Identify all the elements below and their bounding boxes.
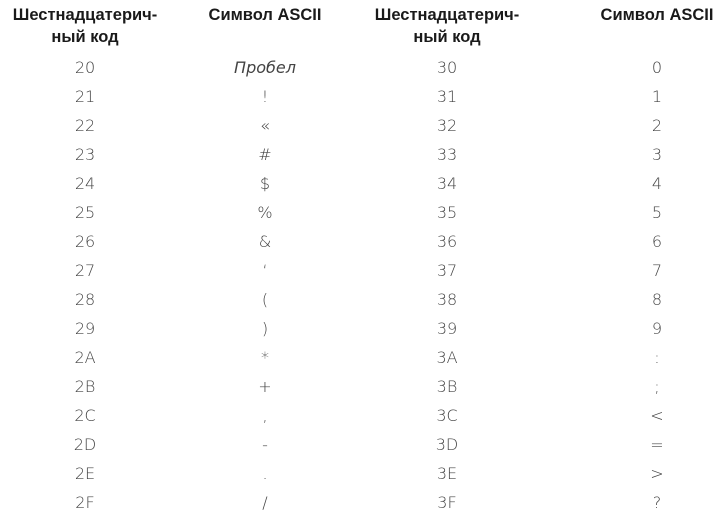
ascii-symbol-cell: > <box>650 464 664 483</box>
column-header: Символ ASCII <box>600 6 714 24</box>
hex-code-cell: 3F <box>437 493 457 512</box>
ascii-symbol-cell: Пробел <box>234 58 296 77</box>
hex-code-cell: 32 <box>436 116 458 135</box>
column-header: Шестнадцатерич- ный код <box>12 6 158 46</box>
hex-code-cell: 36 <box>436 232 458 251</box>
hex-code-cell: 33 <box>436 145 458 164</box>
ascii-symbol-cell: + <box>258 377 272 396</box>
ascii-symbol-cell: ; <box>654 377 660 396</box>
ascii-symbol-cell: # <box>258 145 272 164</box>
hex-code-cell: 3A <box>436 348 458 367</box>
ascii-symbol-cell: 0 <box>651 58 663 77</box>
hex-code-cell: 28 <box>74 290 96 309</box>
hex-code-cell: 2F <box>75 493 95 512</box>
hex-code-cell: 38 <box>436 290 458 309</box>
hex-code-cell: 37 <box>436 261 458 280</box>
ascii-symbol-cell: 7 <box>651 261 663 280</box>
hex-code-cell: 3B <box>436 377 458 396</box>
ascii-symbol-cell: 5 <box>651 203 663 222</box>
ascii-symbol-cell: = <box>650 435 664 454</box>
hex-code-cell: 26 <box>74 232 96 251</box>
hex-code-cell: 3D <box>435 435 459 454</box>
ascii-symbol-cell: * <box>261 348 269 367</box>
ascii-symbol-cell: ! <box>261 87 269 106</box>
hex-code-cell: 3E <box>436 464 458 483</box>
hex-code-cell: 39 <box>436 319 458 338</box>
hex-code-cell: 20 <box>74 58 96 77</box>
ascii-symbol-cell: / <box>262 493 268 512</box>
hex-code-cell: 22 <box>74 116 96 135</box>
hex-code-cell: 35 <box>436 203 458 222</box>
hex-code-cell: 29 <box>74 319 96 338</box>
ascii-symbol-cell: 4 <box>651 174 663 193</box>
ascii-symbol-cell: - <box>262 435 268 454</box>
hex-code-cell: 2B <box>74 377 96 396</box>
hex-code-cell: 21 <box>74 87 96 106</box>
ascii-symbol-cell: % <box>257 203 273 222</box>
column-header: Шестнадцатерич- ный код <box>374 6 520 46</box>
hex-code-cell: 24 <box>74 174 96 193</box>
ascii-symbol-cell: ? <box>652 493 662 512</box>
hex-code-cell: 2E <box>74 464 96 483</box>
ascii-symbol-cell: 8 <box>651 290 663 309</box>
ascii-symbol-cell: & <box>258 232 272 251</box>
hex-code-cell: 34 <box>436 174 458 193</box>
hex-code-cell: 25 <box>74 203 96 222</box>
ascii-symbol-cell: « <box>260 116 270 135</box>
hex-code-cell: 23 <box>74 145 96 164</box>
ascii-symbol-cell: 1 <box>651 87 663 106</box>
ascii-symbol-cell: $ <box>259 174 271 193</box>
hex-code-cell: 30 <box>436 58 458 77</box>
hex-code-cell: 3C <box>436 406 458 425</box>
ascii-symbol-cell: 2 <box>651 116 663 135</box>
ascii-symbol-cell: ‘ <box>262 261 268 280</box>
ascii-symbol-cell: , <box>262 406 268 425</box>
ascii-symbol-cell: 9 <box>651 319 663 338</box>
ascii-symbol-cell: . <box>262 464 268 483</box>
column-header: Символ ASCII <box>208 6 322 24</box>
hex-code-cell: 2C <box>74 406 96 425</box>
ascii-symbol-cell: < <box>650 406 664 425</box>
hex-code-cell: 2D <box>73 435 97 454</box>
ascii-symbol-cell: : <box>654 348 660 367</box>
hex-code-cell: 31 <box>436 87 458 106</box>
hex-code-cell: 27 <box>74 261 96 280</box>
ascii-symbol-cell: ( <box>261 290 269 309</box>
ascii-symbol-cell: 3 <box>651 145 663 164</box>
ascii-symbol-cell: ) <box>261 319 269 338</box>
hex-code-cell: 2A <box>74 348 96 367</box>
ascii-symbol-cell: 6 <box>651 232 663 251</box>
